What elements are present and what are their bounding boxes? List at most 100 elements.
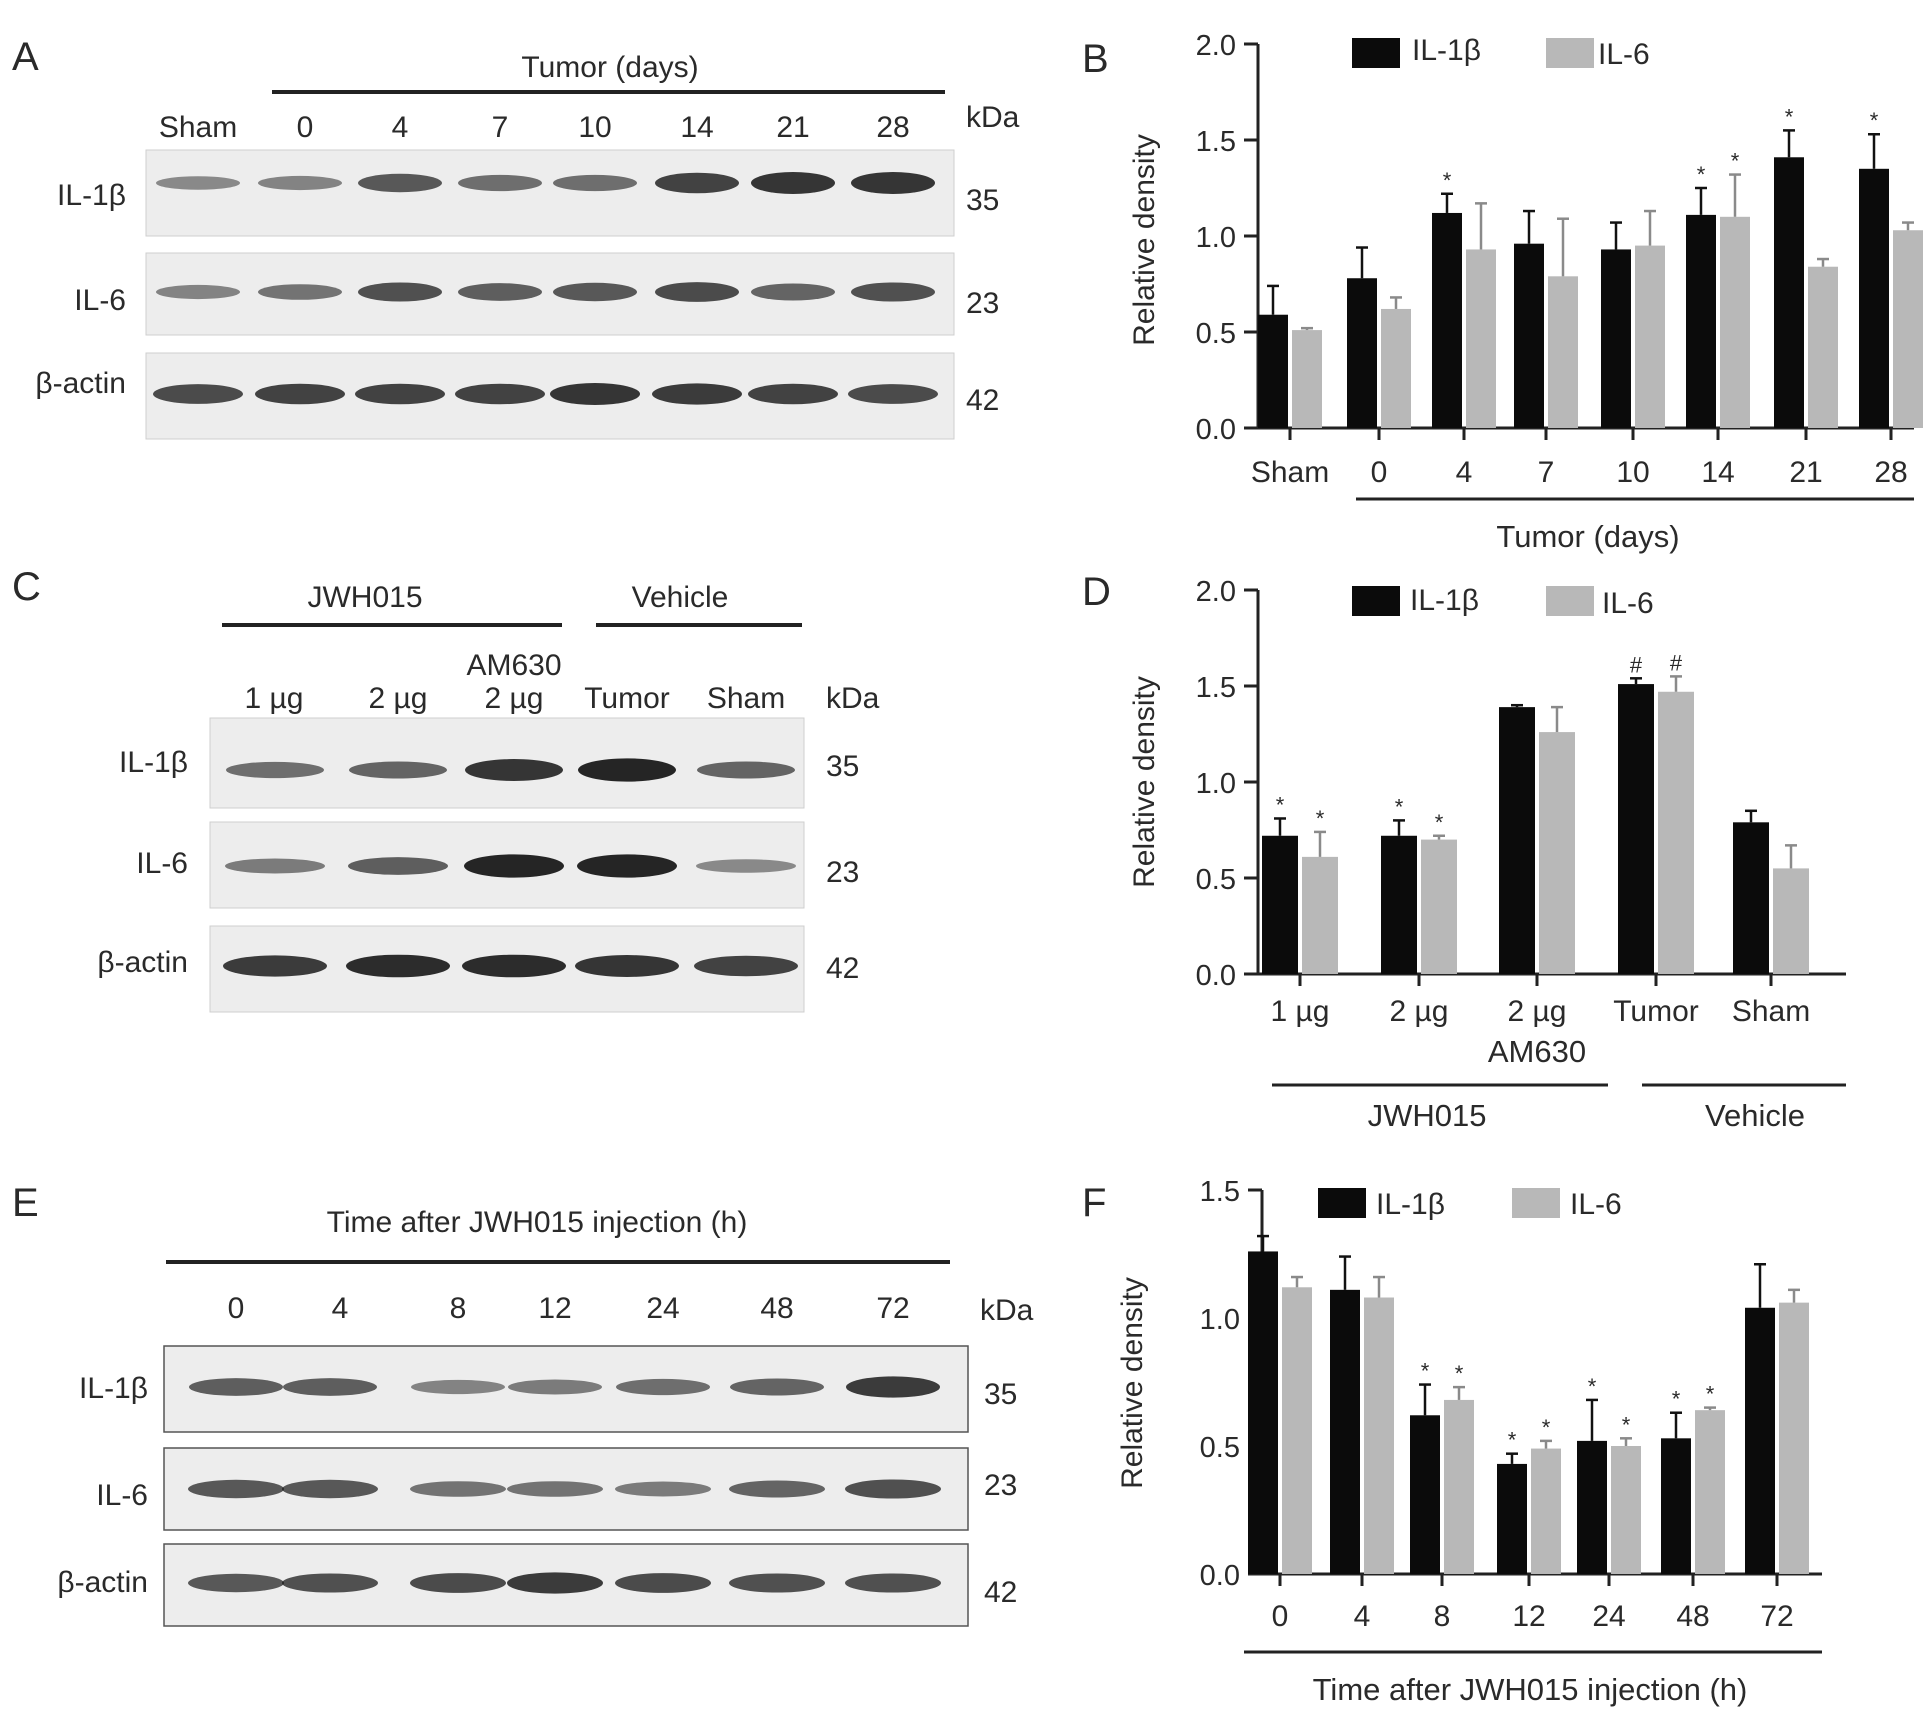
chart-f-x-tick-label: 48 — [1676, 1600, 1709, 1633]
blot-e-lane-label: 48 — [760, 1292, 793, 1325]
chart-d-bar-il6 — [1539, 732, 1575, 974]
blot-c-lane-label: 1 µg — [245, 682, 304, 715]
panel-letter-c: C — [12, 565, 41, 609]
blot-band — [553, 282, 637, 302]
chart-d-group-label: Vehicle — [1705, 1098, 1805, 1133]
blot-band — [845, 1479, 941, 1499]
chart-d-significance-mark: * — [1395, 794, 1404, 819]
chart-d-x-tick-label: 2 µg — [1390, 995, 1449, 1028]
chart-b-bar-il6 — [1292, 330, 1322, 428]
blot-band — [465, 759, 563, 781]
chart-d-y-tick-label: 0.5 — [1196, 864, 1236, 896]
blot-band — [458, 174, 542, 192]
blot-e-lane-label: 0 — [228, 1292, 245, 1325]
blot-c-group-label: Vehicle — [632, 581, 729, 614]
chart-f-bar-il1b — [1248, 1251, 1278, 1574]
chart-f-xaxis-title: Time after JWH015 injection (h) — [1244, 1650, 1822, 1707]
chart-b-bar-il6 — [1548, 276, 1578, 428]
blot-c-bands — [223, 758, 798, 978]
panel-letter-f: F — [1082, 1181, 1106, 1225]
chart-f-bar-il1b — [1745, 1307, 1775, 1574]
blot-band — [507, 1481, 603, 1497]
legend-d: IL-1β IL-6 — [1352, 584, 1654, 620]
blot-c-protein-label: β-actin — [97, 946, 188, 979]
blot-band — [508, 1379, 602, 1395]
blot-band — [283, 1378, 377, 1396]
chart-b-y-tick-label: 0.5 — [1196, 318, 1236, 350]
blot-band — [751, 283, 835, 301]
panel-letter-d: D — [1082, 570, 1111, 614]
chart-b-y-tick-label: 0.0 — [1196, 414, 1236, 446]
legend-swatch-il1b — [1318, 1188, 1366, 1218]
blot-c-lane-label: 2 µg — [369, 682, 428, 715]
chart-f-x-tick-label: 4 — [1354, 1600, 1371, 1633]
panel-letter-a: A — [12, 35, 39, 79]
chart-d-bar-il1b — [1262, 835, 1298, 974]
blot-band — [355, 383, 445, 405]
blot-e-lane-label: 12 — [538, 1292, 571, 1325]
chart-d-bar-il6 — [1421, 839, 1457, 974]
blot-band — [455, 383, 545, 405]
blot-band — [575, 955, 679, 977]
chart-d-y-tick-label: 0.0 — [1196, 960, 1236, 992]
blot-band — [696, 859, 796, 873]
blot-band — [616, 1378, 710, 1396]
chart-f-significance-mark: * — [1588, 1374, 1597, 1399]
legend-swatch-il6 — [1546, 586, 1594, 616]
blot-c-lane-label: 2 µg — [485, 682, 544, 715]
chart-f-significance-mark: * — [1706, 1382, 1715, 1407]
chart-b-y-tick-label: 1.5 — [1196, 126, 1236, 158]
chart-f-bar-il6 — [1364, 1297, 1394, 1574]
blot-c-lane-label: Tumor — [584, 682, 670, 715]
legend-swatch-il1b — [1352, 38, 1400, 68]
chart-f-bar-il6 — [1611, 1446, 1641, 1574]
blot-band — [258, 175, 342, 191]
chart-f-significance-mark: * — [1622, 1412, 1631, 1437]
chart-b-bar-il1b — [1774, 157, 1804, 428]
chart-b-bar-il6 — [1720, 216, 1750, 428]
blot-band — [188, 1479, 284, 1499]
chart-f-bar-il1b — [1497, 1463, 1527, 1574]
blot-band — [410, 1481, 506, 1497]
blot-a-protein-label: IL-6 — [74, 284, 126, 317]
chart-b-bar-il1b — [1258, 314, 1288, 428]
blot-band — [655, 172, 739, 194]
blot-band — [550, 383, 640, 405]
blot-c-lane-sublabel: AM630 — [466, 649, 561, 682]
chart-f-x-tick-label: 0 — [1272, 1600, 1289, 1633]
blot-c-group-label: JWH015 — [307, 581, 422, 614]
blot-band — [615, 1481, 711, 1497]
blot-a-lane-label: 21 — [776, 111, 809, 144]
chart-b-y-tick-label: 1.0 — [1196, 222, 1236, 254]
blot-a-lane-label: 14 — [680, 111, 713, 144]
blot-a-lane-label: Sham — [159, 111, 237, 144]
chart-d-y-tick-label: 2.0 — [1196, 576, 1236, 608]
legend-swatch-il6 — [1546, 38, 1594, 68]
blot-band — [153, 384, 243, 404]
blot-band — [652, 383, 742, 405]
blot-band — [578, 758, 676, 782]
chart-b-x-tick-label: Sham — [1251, 456, 1329, 489]
blot-a-lane-label: 10 — [578, 111, 611, 144]
chart-b-bar-il1b — [1601, 249, 1631, 428]
blot-a-strip-il1b — [145, 149, 955, 237]
chart-d-group-label: JWH015 — [1368, 1098, 1487, 1133]
blot-band — [462, 954, 566, 978]
chart-d-bar-il6 — [1302, 856, 1338, 974]
blot-c-kda-label: kDa — [826, 682, 880, 715]
chart-b-x-tick-label: 21 — [1789, 456, 1822, 489]
chart-d-x-tick-label: 1 µg — [1271, 995, 1330, 1028]
blot-band — [851, 172, 935, 194]
blot-e-lane-label: 24 — [646, 1292, 679, 1325]
chart-b-bar-il6 — [1466, 249, 1496, 428]
chart-d-x-tick-label: Sham — [1732, 995, 1810, 1028]
blot-band — [223, 955, 327, 977]
chart-f-x-tick-label: 72 — [1760, 1600, 1793, 1633]
legend-label-il6: IL-6 — [1570, 1188, 1622, 1221]
blot-c-kda-value: 42 — [826, 952, 859, 985]
blot-e-lane-label: 4 — [332, 1292, 349, 1325]
western-blot-c: JWH015 Vehicle AM630 1 µg 2 µg 2 µg Tumo… — [97, 581, 880, 1013]
western-blot-a: Tumor (days) Sham 0 4 7 10 14 21 28 kDa … — [35, 51, 1020, 440]
blot-e-lane-label: 72 — [876, 1292, 909, 1325]
blot-band — [730, 1378, 824, 1396]
